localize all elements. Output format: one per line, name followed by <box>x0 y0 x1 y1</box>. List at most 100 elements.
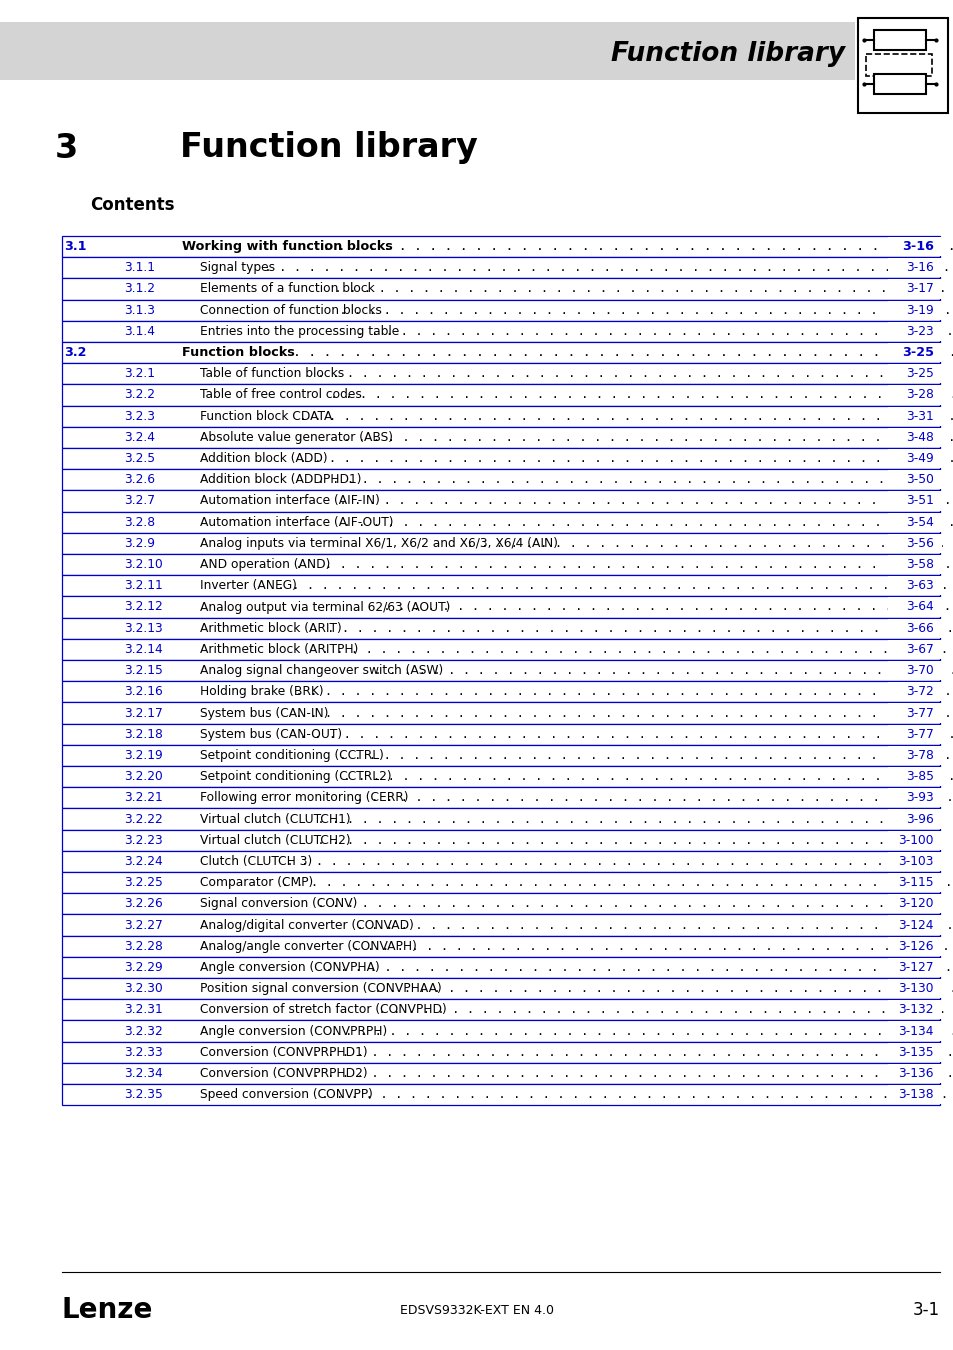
Text: 3.2.24: 3.2.24 <box>124 855 163 868</box>
Text: 3-64: 3-64 <box>905 601 933 613</box>
Bar <box>62 363 939 385</box>
Text: Conversion (CONVPRPHD2): Conversion (CONVPRPHD2) <box>200 1066 367 1080</box>
Bar <box>62 490 939 512</box>
Bar <box>887 385 941 405</box>
Text: . . . . . . . . . . . . . . . . . . . . . . . . . . . . . . . . . . . . . . . . : . . . . . . . . . . . . . . . . . . . . … <box>458 537 953 549</box>
Bar <box>62 957 939 977</box>
Bar <box>62 936 939 957</box>
Text: 3.2.21: 3.2.21 <box>124 791 163 805</box>
Bar <box>62 427 939 448</box>
Text: Entries into the processing table: Entries into the processing table <box>200 325 399 338</box>
Text: Function blocks: Function blocks <box>182 346 294 359</box>
Bar <box>62 236 939 258</box>
Text: 3.2.9: 3.2.9 <box>124 537 154 549</box>
Bar <box>887 682 941 702</box>
Text: 3.2.30: 3.2.30 <box>124 981 163 995</box>
Text: Inverter (ANEG): Inverter (ANEG) <box>200 579 296 593</box>
Bar <box>62 448 939 470</box>
Text: 3.2.10: 3.2.10 <box>124 558 163 571</box>
Text: . . . . . . . . . . . . . . . . . . . . . . . . . . . . . . . . . . . . . . . . : . . . . . . . . . . . . . . . . . . . . … <box>375 601 953 613</box>
Bar <box>62 787 939 809</box>
Bar <box>873 30 925 50</box>
Bar <box>887 513 941 532</box>
Bar <box>887 576 941 595</box>
Text: 3-124: 3-124 <box>898 918 933 932</box>
Text: 3.2.11: 3.2.11 <box>124 579 163 593</box>
Bar <box>62 1084 939 1106</box>
Bar <box>887 343 941 362</box>
Text: Elements of a function block: Elements of a function block <box>200 282 375 296</box>
Bar <box>62 278 939 300</box>
Text: . . . . . . . . . . . . . . . . . . . . . . . . . . . . . . . . . . . . . . . . : . . . . . . . . . . . . . . . . . . . . … <box>322 1025 953 1038</box>
Text: Function library: Function library <box>610 40 844 68</box>
Text: 3.2.6: 3.2.6 <box>124 474 154 486</box>
Bar <box>62 830 939 850</box>
Text: Conversion (CONVPRPHD1): Conversion (CONVPRPHD1) <box>200 1046 367 1058</box>
Text: 3.2.23: 3.2.23 <box>124 834 163 846</box>
Bar <box>62 554 939 575</box>
Bar <box>865 54 931 76</box>
Text: . . . . . . . . . . . . . . . . . . . . . . . . . . . . . . . . . . . . . . . . : . . . . . . . . . . . . . . . . . . . . … <box>310 834 953 846</box>
Bar <box>887 470 941 490</box>
Bar <box>887 533 941 554</box>
Bar <box>62 1021 939 1042</box>
Text: 3-135: 3-135 <box>898 1046 933 1058</box>
Bar <box>62 1042 939 1062</box>
Text: Addition block (ADD): Addition block (ADD) <box>200 452 327 466</box>
Bar <box>62 533 939 554</box>
Text: 3.2.4: 3.2.4 <box>124 431 154 444</box>
Bar <box>62 575 939 597</box>
Bar <box>887 238 941 256</box>
Text: 3-31: 3-31 <box>905 409 933 423</box>
Text: Following error monitoring (CERR): Following error monitoring (CERR) <box>200 791 408 805</box>
Text: 3-120: 3-120 <box>898 898 933 910</box>
Bar <box>887 1000 941 1019</box>
Bar <box>62 321 939 342</box>
Text: . . . . . . . . . . . . . . . . . . . . . . . . . . . . . . . . . . . . . . . . : . . . . . . . . . . . . . . . . . . . . … <box>332 304 953 317</box>
Text: 3.2.12: 3.2.12 <box>124 601 163 613</box>
Text: . . . . . . . . . . . . . . . . . . . . . . . . . . . . . . . . . . . . . . . . : . . . . . . . . . . . . . . . . . . . . … <box>366 981 953 995</box>
Bar <box>887 873 941 892</box>
Text: Holding brake (BRK): Holding brake (BRK) <box>200 686 323 698</box>
Text: 3.2.17: 3.2.17 <box>124 706 163 720</box>
Bar <box>62 597 939 617</box>
Text: 3.2: 3.2 <box>64 346 87 359</box>
Text: 3-93: 3-93 <box>905 791 933 805</box>
Text: 3-17: 3-17 <box>905 282 933 296</box>
Text: 3-16: 3-16 <box>902 240 933 252</box>
Bar <box>62 702 939 724</box>
Text: System bus (CAN-IN): System bus (CAN-IN) <box>200 706 328 720</box>
Text: . . . . . . . . . . . . . . . . . . . . . . . . . . . . . . . . . . . . . . . . : . . . . . . . . . . . . . . . . . . . . … <box>270 579 953 593</box>
Bar <box>873 74 925 94</box>
Text: Analog signal changeover switch (ASW): Analog signal changeover switch (ASW) <box>200 664 443 678</box>
Text: 3.2.31: 3.2.31 <box>124 1003 163 1017</box>
Text: 3-70: 3-70 <box>905 664 933 678</box>
Text: Lenze: Lenze <box>62 1296 153 1324</box>
Text: . . . . . . . . . . . . . . . . . . . . . . . . . . . . . . . . . . . . . . . . : . . . . . . . . . . . . . . . . . . . . … <box>327 282 953 296</box>
Text: Signal types: Signal types <box>200 262 274 274</box>
Text: . . . . . . . . . . . . . . . . . . . . . . . . . . . . . . . . . . . . . . . . : . . . . . . . . . . . . . . . . . . . . … <box>314 1088 953 1102</box>
Text: Angle conversion (CONVPHA): Angle conversion (CONVPHA) <box>200 961 379 973</box>
Bar <box>62 300 939 321</box>
Text: Virtual clutch (CLUTCH2): Virtual clutch (CLUTCH2) <box>200 834 351 846</box>
Bar <box>62 745 939 765</box>
Text: Analog/angle converter (CONVAPH): Analog/angle converter (CONVAPH) <box>200 940 416 953</box>
Text: 3.1.3: 3.1.3 <box>124 304 154 317</box>
Bar <box>62 258 939 278</box>
Bar <box>62 894 939 914</box>
Text: . . . . . . . . . . . . . . . . . . . . . . . . . . . . . . . . . . . . . . . . : . . . . . . . . . . . . . . . . . . . . … <box>310 898 953 910</box>
Bar <box>887 957 941 977</box>
Text: 3.1.4: 3.1.4 <box>124 325 154 338</box>
Text: 3.2.8: 3.2.8 <box>124 516 155 529</box>
Bar <box>887 491 941 510</box>
Text: 3-25: 3-25 <box>905 367 933 381</box>
Text: . . . . . . . . . . . . . . . . . . . . . . . . . . . . . . . . . . . . . . . . : . . . . . . . . . . . . . . . . . . . . … <box>335 769 953 783</box>
Bar <box>887 767 941 786</box>
Bar <box>887 555 941 574</box>
Bar <box>62 872 939 894</box>
Text: . . . . . . . . . . . . . . . . . . . . . . . . . . . . . . . . . . . . . . . . : . . . . . . . . . . . . . . . . . . . . … <box>349 791 953 805</box>
Text: 3.2.29: 3.2.29 <box>124 961 163 973</box>
Text: . . . . . . . . . . . . . . . . . . . . . . . . . . . . . . . . . . . . . . . . : . . . . . . . . . . . . . . . . . . . . … <box>310 367 953 381</box>
Bar <box>887 703 941 722</box>
Text: Clutch (CLUTCH 3): Clutch (CLUTCH 3) <box>200 855 312 868</box>
